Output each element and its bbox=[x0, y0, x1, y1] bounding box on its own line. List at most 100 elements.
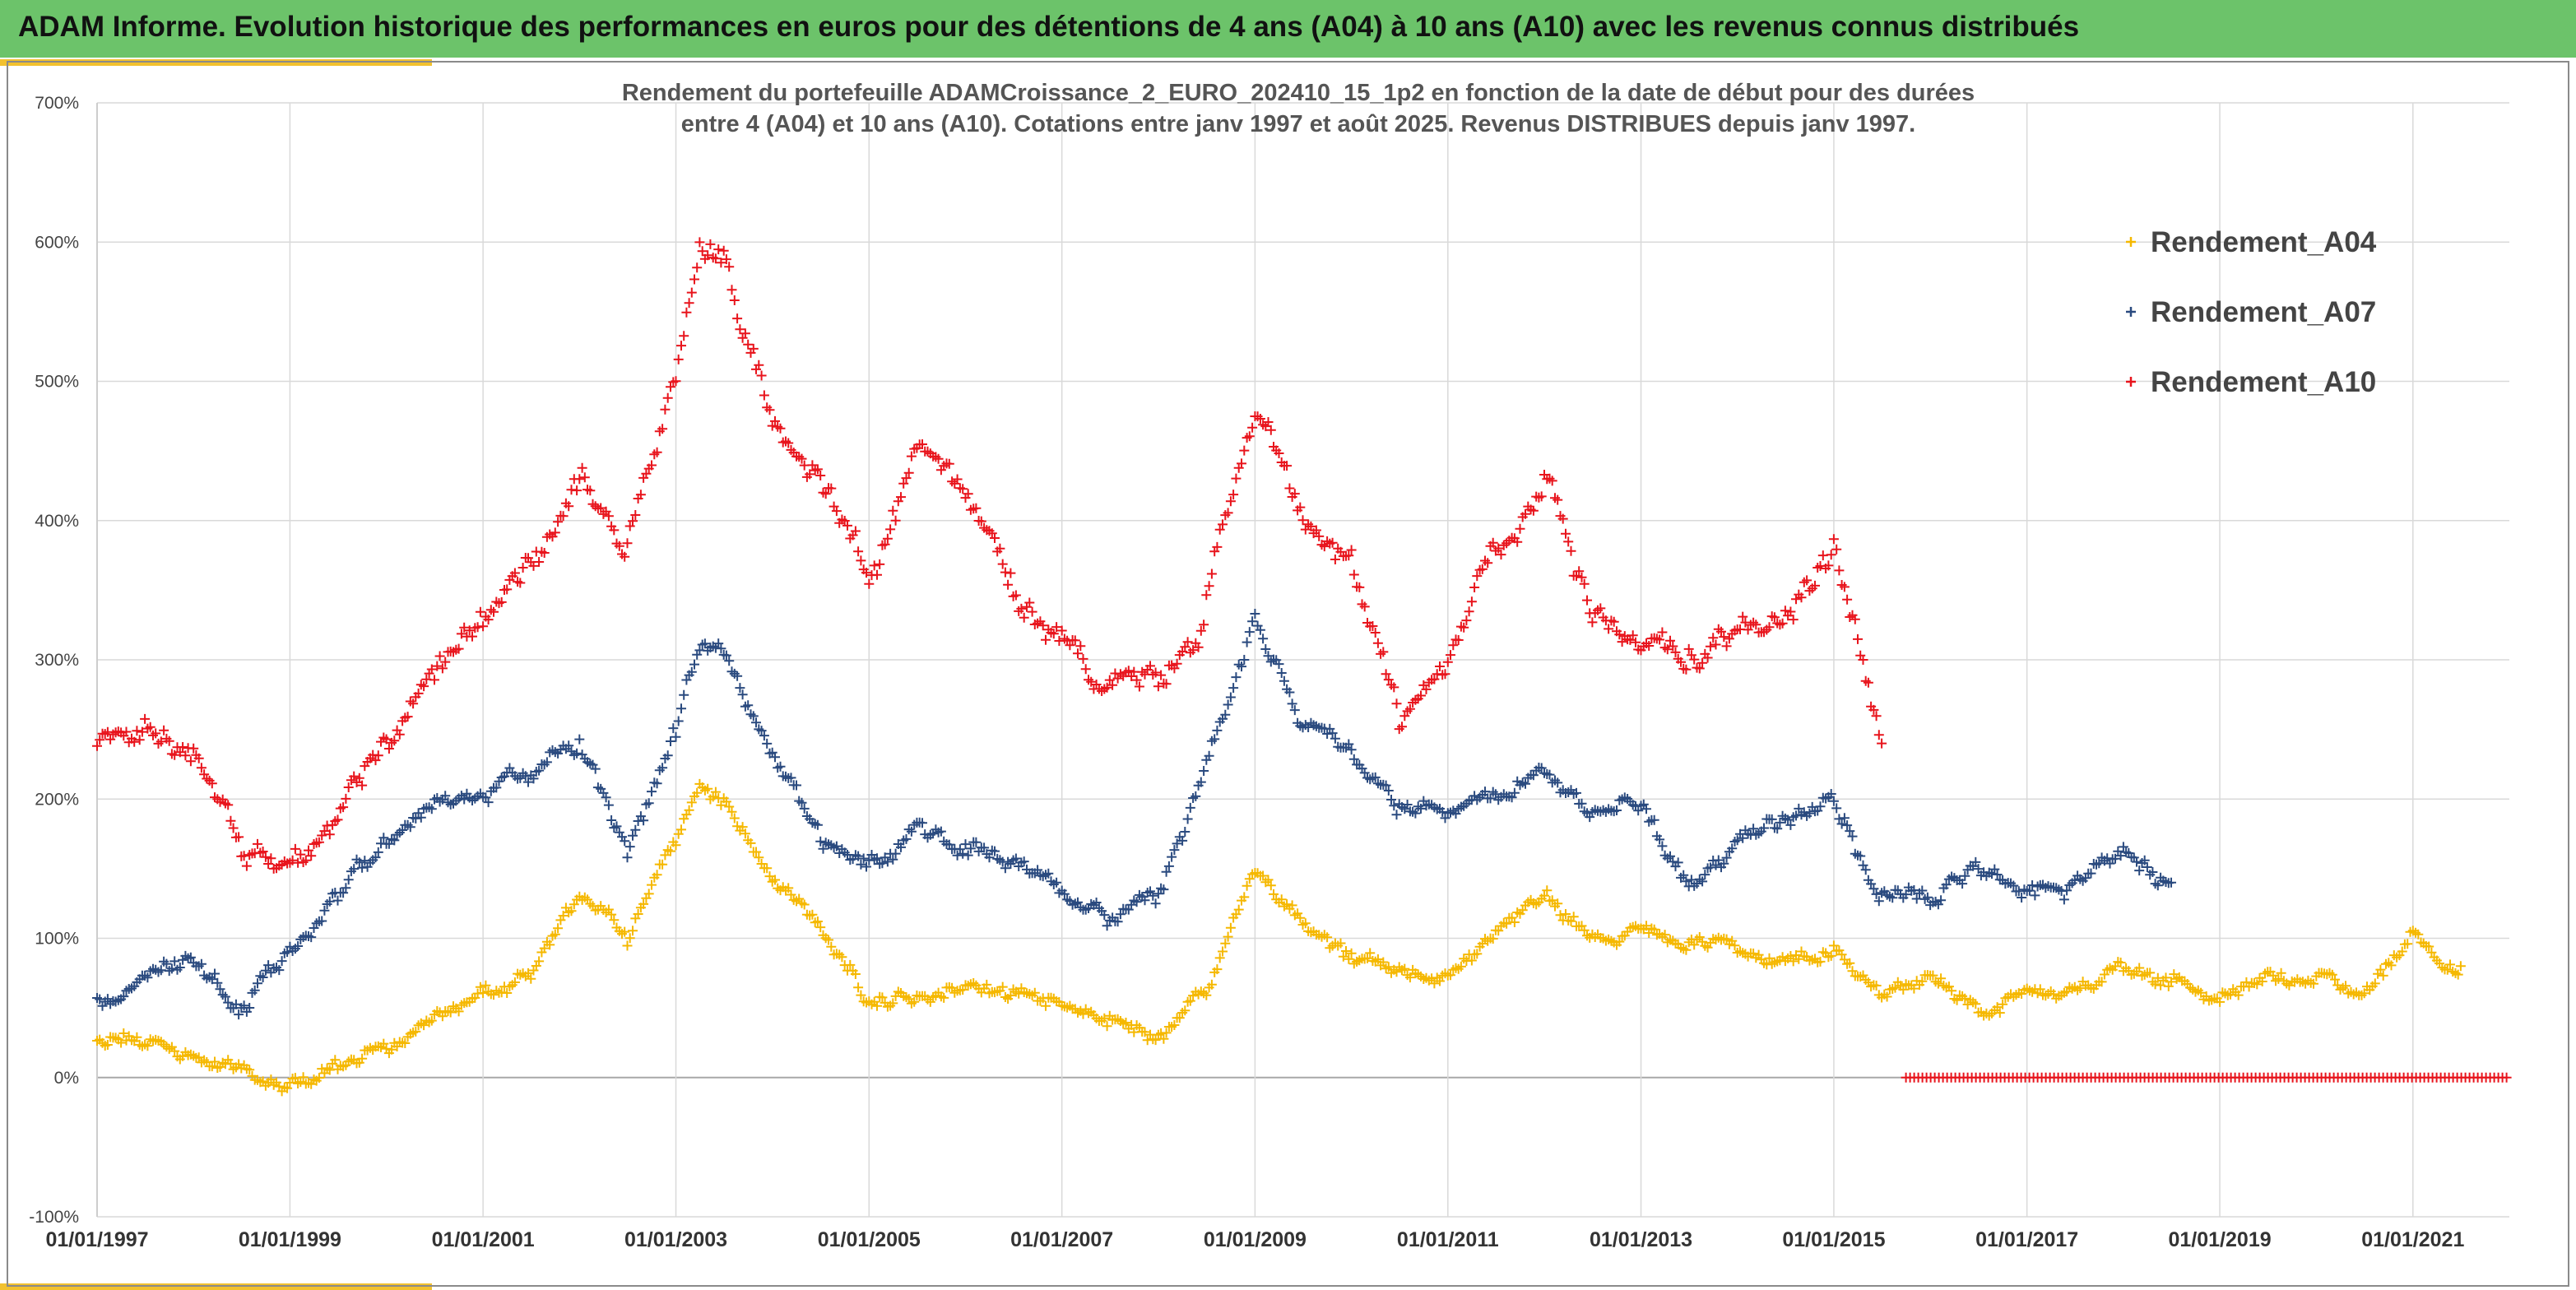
legend: Rendement_A04 Rendement_A07 Rendement_A1… bbox=[2126, 226, 2377, 398]
data-point bbox=[1269, 889, 1279, 899]
data-point bbox=[1123, 666, 1134, 676]
data-point bbox=[1657, 841, 1668, 851]
data-point bbox=[1161, 679, 1172, 689]
data-point bbox=[1247, 422, 1258, 433]
data-point bbox=[1239, 655, 1250, 665]
data-point bbox=[807, 909, 818, 920]
data-point bbox=[1909, 983, 1919, 994]
data-point bbox=[716, 258, 726, 268]
data-point bbox=[319, 905, 330, 916]
data-point bbox=[1314, 531, 1325, 541]
data-point bbox=[1386, 795, 1396, 805]
data-point bbox=[210, 968, 220, 979]
data-point bbox=[647, 787, 657, 797]
data-point bbox=[1065, 640, 1075, 651]
data-point bbox=[837, 952, 847, 963]
data-point bbox=[748, 343, 759, 354]
data-point bbox=[1019, 612, 1029, 623]
data-point bbox=[858, 853, 869, 864]
data-point bbox=[1831, 544, 1842, 555]
series-rendement-a10-zero-values bbox=[1901, 1072, 2512, 1083]
data-point bbox=[1536, 763, 1547, 773]
data-point bbox=[796, 453, 807, 464]
data-point bbox=[1255, 624, 1265, 635]
data-point bbox=[671, 376, 681, 387]
legend-item-a10: Rendement_A10 bbox=[2126, 366, 2376, 398]
data-point bbox=[1206, 568, 1217, 579]
data-point bbox=[244, 1065, 255, 1075]
data-point bbox=[539, 548, 550, 558]
data-point bbox=[1027, 606, 1037, 617]
data-point bbox=[1796, 592, 1807, 603]
data-point bbox=[2166, 877, 2176, 888]
data-point bbox=[230, 999, 241, 1009]
data-point bbox=[1845, 958, 1855, 968]
data-point bbox=[1917, 885, 1928, 896]
data-point bbox=[982, 979, 992, 990]
data-point bbox=[408, 698, 419, 709]
data-point bbox=[295, 849, 306, 860]
data-point bbox=[1689, 654, 1700, 665]
data-point bbox=[434, 651, 445, 661]
data-point bbox=[1785, 606, 1796, 617]
data-point bbox=[745, 838, 756, 848]
data-point bbox=[638, 898, 649, 909]
data-point bbox=[1665, 851, 1675, 861]
data-point bbox=[370, 852, 381, 863]
data-point bbox=[313, 1073, 324, 1084]
data-point bbox=[1381, 780, 1391, 791]
data-point bbox=[812, 916, 823, 926]
data-point bbox=[1212, 964, 1223, 975]
data-point bbox=[976, 516, 986, 527]
y-tick-label: 0% bbox=[54, 1069, 79, 1088]
data-point bbox=[1182, 814, 1193, 824]
data-point bbox=[2252, 979, 2263, 990]
data-point bbox=[1960, 993, 1970, 1004]
data-point bbox=[1389, 682, 1399, 693]
data-point bbox=[1250, 609, 1260, 619]
data-point bbox=[1568, 912, 1579, 922]
data-point bbox=[2134, 865, 2145, 876]
data-point bbox=[1265, 880, 1276, 891]
data-point bbox=[1845, 826, 1855, 837]
data-point bbox=[1134, 681, 1144, 692]
data-point bbox=[378, 833, 389, 843]
data-point bbox=[1204, 750, 1214, 761]
data-point bbox=[411, 1026, 421, 1037]
data-point bbox=[2359, 988, 2369, 999]
data-point bbox=[1289, 705, 1300, 716]
data-point bbox=[1010, 853, 1021, 864]
data-point bbox=[1247, 616, 1258, 627]
data-point bbox=[1579, 578, 1590, 589]
data-point bbox=[400, 1038, 411, 1048]
data-point bbox=[990, 533, 1000, 543]
data-point bbox=[853, 546, 864, 557]
data-point bbox=[679, 331, 689, 341]
data-point bbox=[1279, 675, 1289, 686]
data-point bbox=[590, 763, 601, 774]
data-point bbox=[1576, 572, 1587, 582]
data-point bbox=[528, 560, 539, 571]
data-point bbox=[1860, 865, 1871, 875]
data-point bbox=[1836, 949, 1847, 960]
data-point bbox=[1073, 897, 1083, 907]
data-point bbox=[1673, 857, 1683, 868]
data-point bbox=[169, 749, 180, 760]
data-point bbox=[2035, 984, 2045, 995]
data-point bbox=[1644, 641, 1655, 651]
data-point bbox=[2145, 968, 2156, 978]
data-point bbox=[1199, 619, 1209, 630]
data-point bbox=[1263, 875, 1274, 885]
data-point bbox=[1689, 940, 1700, 950]
series-rendement-a04 bbox=[92, 778, 2466, 1097]
data-point bbox=[1370, 772, 1381, 782]
y-tick-label: 500% bbox=[35, 373, 79, 392]
data-point bbox=[134, 735, 145, 745]
data-point bbox=[721, 254, 731, 265]
data-point bbox=[735, 683, 745, 694]
data-point bbox=[1370, 628, 1381, 638]
data-point bbox=[415, 812, 426, 823]
data-point bbox=[1520, 778, 1530, 789]
data-point bbox=[1719, 858, 1729, 869]
data-point bbox=[244, 1003, 255, 1013]
